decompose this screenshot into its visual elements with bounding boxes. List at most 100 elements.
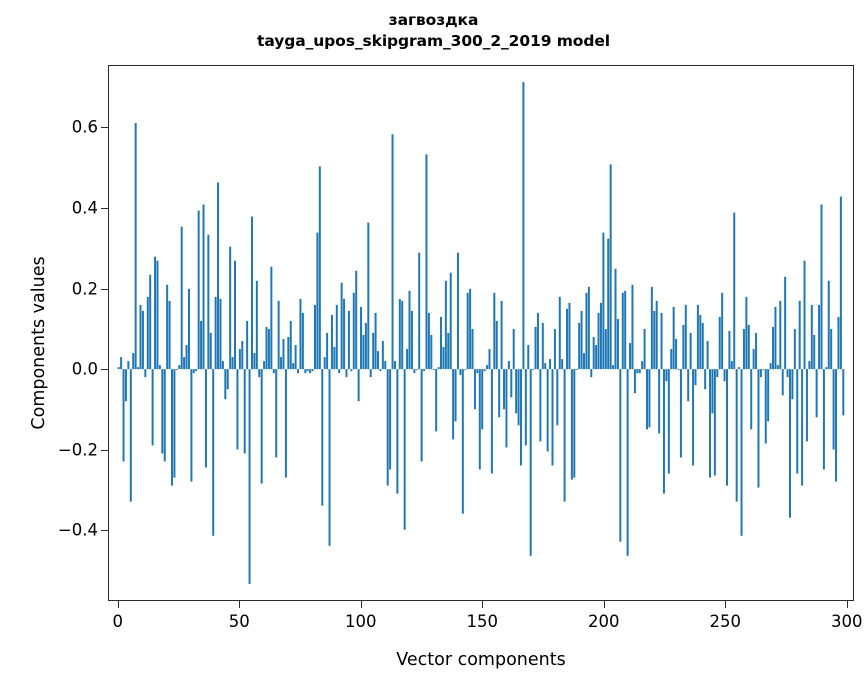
bar	[524, 369, 527, 446]
bar	[449, 272, 452, 370]
bar	[629, 343, 632, 370]
bar	[374, 312, 377, 370]
bar	[507, 361, 510, 370]
bar	[740, 369, 743, 536]
bar	[301, 312, 304, 370]
bar	[718, 316, 721, 370]
bar	[776, 365, 779, 370]
bar	[454, 369, 457, 422]
bar	[759, 369, 762, 378]
bar	[498, 369, 501, 418]
bar	[384, 361, 387, 370]
bar	[561, 359, 564, 370]
bar	[166, 284, 169, 370]
bar	[602, 232, 605, 370]
bar	[788, 369, 791, 518]
bar	[219, 298, 222, 370]
bar	[534, 326, 537, 370]
bar	[466, 292, 469, 370]
bar	[437, 367, 440, 370]
bar	[687, 369, 690, 402]
bar	[648, 369, 651, 428]
bar	[728, 330, 731, 370]
bar	[767, 369, 770, 422]
bar	[650, 286, 653, 370]
bar	[672, 306, 675, 370]
bar	[330, 314, 333, 370]
bar	[122, 369, 125, 462]
bar	[701, 322, 704, 370]
bar	[699, 314, 702, 370]
bar	[801, 369, 804, 486]
bar	[144, 369, 147, 378]
bar	[592, 337, 595, 370]
bar	[459, 369, 462, 376]
bar	[352, 292, 355, 370]
bar	[667, 369, 670, 474]
bar	[558, 296, 561, 370]
bar	[805, 369, 808, 442]
bar	[444, 280, 447, 370]
bar	[636, 369, 639, 374]
bar	[609, 164, 612, 370]
x-tick-label: 150	[466, 612, 498, 631]
bar	[149, 274, 152, 370]
bar-series	[117, 82, 845, 584]
bar	[461, 369, 464, 514]
x-tick-label: 300	[830, 612, 863, 631]
bar	[665, 369, 668, 382]
bar	[563, 369, 566, 502]
bar	[369, 369, 372, 378]
bar	[660, 312, 663, 370]
bar	[793, 328, 796, 370]
bar	[127, 361, 130, 370]
bar	[321, 369, 324, 506]
bar	[185, 345, 188, 370]
bar	[190, 369, 193, 482]
bar	[316, 232, 319, 370]
bar	[646, 369, 649, 430]
bar	[120, 357, 123, 370]
bar	[195, 369, 198, 372]
bar	[338, 369, 341, 374]
bar	[200, 320, 203, 370]
bar	[612, 365, 615, 370]
y-tick-label: 0.6	[71, 117, 98, 137]
bar	[452, 369, 455, 440]
bar	[704, 369, 707, 390]
bar	[214, 296, 217, 370]
bar	[633, 369, 636, 394]
bar	[566, 308, 569, 370]
bar	[519, 369, 522, 466]
bar	[774, 306, 777, 370]
bar	[839, 196, 842, 370]
bar	[183, 357, 186, 370]
x-tick-mark	[117, 601, 119, 608]
bar	[607, 238, 610, 370]
x-tick-label: 100	[344, 612, 377, 631]
bar	[725, 369, 728, 486]
bar	[510, 369, 513, 398]
bar	[512, 328, 515, 370]
bar	[432, 369, 435, 370]
bar	[377, 351, 379, 370]
bar	[238, 349, 241, 370]
bar	[549, 359, 552, 370]
bar	[638, 369, 641, 374]
y-tick-label: 0.2	[71, 279, 98, 299]
bar	[367, 222, 370, 370]
x-tick-label: 250	[709, 612, 741, 631]
chart-title: загвоздка tayga_upos_skipgram_300_2_2019…	[0, 10, 867, 52]
bar	[423, 369, 426, 372]
y-axis-label: Components values	[29, 256, 49, 430]
bar	[738, 367, 741, 370]
bar	[401, 300, 404, 370]
bar	[275, 369, 278, 458]
bar	[539, 369, 542, 442]
bar	[289, 320, 292, 370]
y-tick-mark	[101, 449, 108, 451]
bar	[168, 300, 171, 370]
bar	[350, 369, 353, 372]
bar	[583, 353, 585, 370]
bar	[234, 260, 237, 370]
